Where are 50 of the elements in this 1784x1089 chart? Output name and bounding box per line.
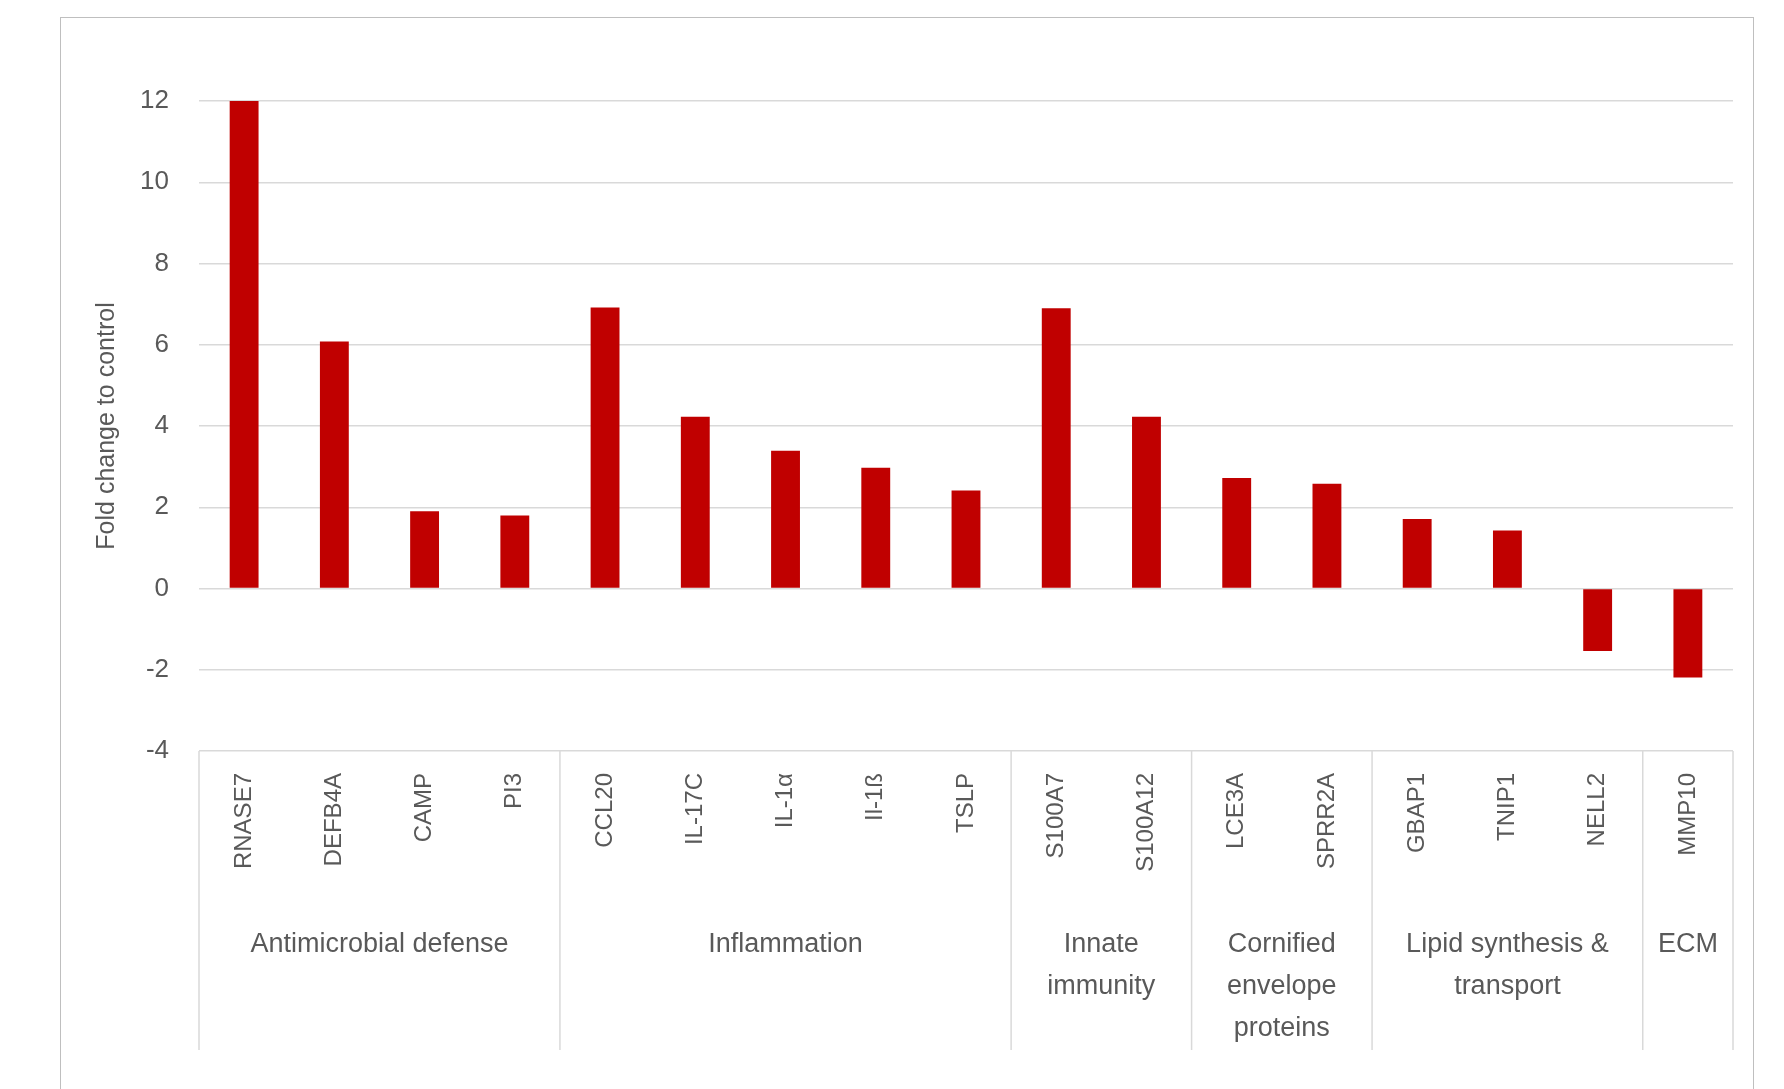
y-tick-label: 6 [154,327,169,358]
bar [500,515,530,588]
bar [1673,589,1703,678]
bar [1041,308,1071,588]
bar [861,467,891,588]
x-tick-label: TSLP [950,773,978,834]
bar [1583,589,1613,652]
bar [1132,416,1161,588]
text: ECM [1657,928,1718,959]
bar [680,416,710,588]
x-tick-label: GBAP1 [1401,773,1429,854]
y-tick-label: 8 [154,246,169,277]
y-tick-label: 2 [154,490,169,521]
y-tick-label: 0 [154,571,169,602]
x-tick-label: CCL20 [589,773,617,848]
y-tick-label: 10 [140,165,169,196]
x-tick-label: PI3 [499,773,527,810]
bar [410,511,440,588]
text: Cornified envelope proteins [1227,928,1337,1043]
text: Innate immunity [1047,928,1156,1001]
bar [951,490,981,588]
bar [1402,519,1432,588]
text: Inflammation [708,928,863,959]
text: Lipid synthesis & transport [1406,928,1609,1001]
x-tick-label: SPRR2A [1311,773,1339,870]
x-tick-label: Il-1ß [860,773,888,821]
bar [319,341,349,588]
x-tick-label: IL-17C [679,773,707,846]
x-tick-label: S100A7 [1040,773,1068,859]
x-tick-label: IL-1α [770,772,798,829]
text: Antimicrobial defense [250,928,509,959]
y-tick-label: -2 [145,652,169,683]
x-tick-label: DEFB4A [318,773,346,867]
x-tick-label: CAMP [409,773,437,843]
bar [1312,483,1342,588]
bar [229,101,259,588]
x-tick-label: LCE3A [1221,773,1249,850]
y-tick-label: 12 [140,84,169,115]
x-tick-label: MMP10 [1672,773,1700,856]
y-tick-label: 4 [154,409,169,440]
y-axis-title: Fold change to control [90,302,119,550]
x-tick-label: TNIP1 [1492,773,1520,842]
x-tick-label: RNASE7 [228,773,256,870]
bar [1222,478,1252,588]
bar [590,307,620,588]
x-tick-label: NELL2 [1582,773,1610,847]
bar [771,450,800,588]
bar [1492,530,1522,588]
x-tick-label: S100A12 [1131,773,1159,872]
y-tick-label: -4 [145,734,169,765]
